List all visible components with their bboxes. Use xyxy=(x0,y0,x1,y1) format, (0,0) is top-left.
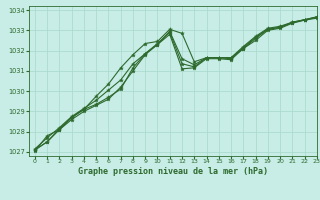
X-axis label: Graphe pression niveau de la mer (hPa): Graphe pression niveau de la mer (hPa) xyxy=(78,167,268,176)
